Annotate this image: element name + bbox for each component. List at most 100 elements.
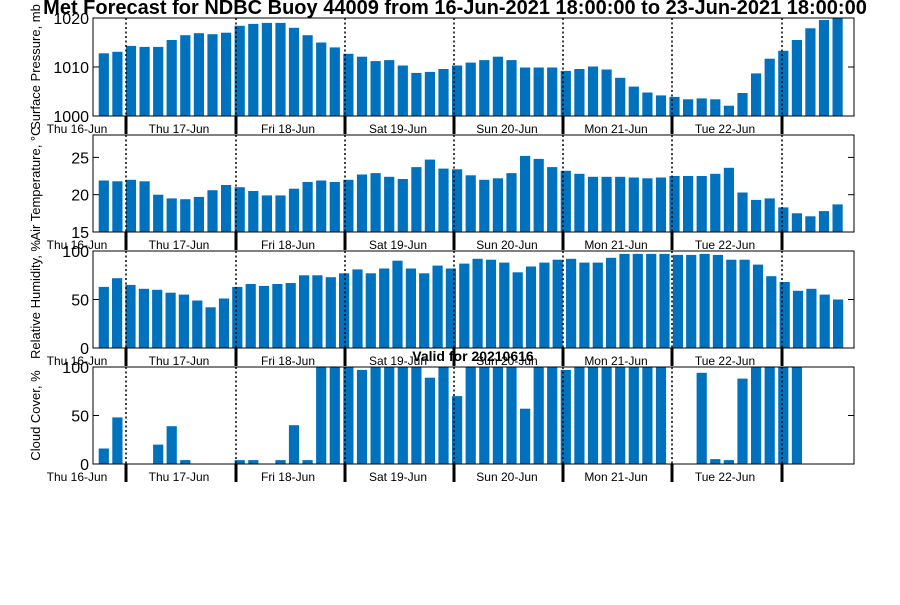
bar xyxy=(669,96,680,116)
bar xyxy=(316,42,327,116)
x-tick-label: Thu 16-Jun xyxy=(47,122,108,136)
bar xyxy=(248,191,259,232)
bar xyxy=(180,35,191,117)
bar xyxy=(379,268,390,348)
bar xyxy=(370,173,381,232)
bar xyxy=(778,207,789,232)
bar xyxy=(642,92,653,116)
bar xyxy=(138,288,149,348)
bar xyxy=(632,253,643,348)
panel-1: 1000 1010 1020 Thu 16-Jun Thu 17-Jun Fri 18-J… xyxy=(28,4,855,136)
bar xyxy=(432,265,443,348)
bar xyxy=(139,181,150,232)
bar xyxy=(587,367,599,464)
bar xyxy=(139,46,150,116)
bar xyxy=(258,285,270,348)
bar xyxy=(178,294,189,348)
bar xyxy=(587,176,599,232)
bar xyxy=(411,367,422,464)
bar xyxy=(438,168,449,232)
bar xyxy=(646,253,657,348)
bar xyxy=(424,377,435,464)
bar xyxy=(248,460,259,464)
y-axis-label: Cloud Cover, % xyxy=(28,370,43,461)
bar xyxy=(180,199,191,232)
bar xyxy=(779,282,790,348)
bar xyxy=(506,173,517,232)
bar xyxy=(419,273,430,348)
x-tick-label: Mon 21-Jun xyxy=(584,354,647,368)
bar xyxy=(833,299,844,348)
x-tick-label: Sun 20-Jun xyxy=(476,238,537,252)
bar xyxy=(560,369,571,464)
bar xyxy=(205,307,216,348)
bar xyxy=(492,56,503,116)
bar xyxy=(818,211,830,232)
bar xyxy=(445,268,456,348)
bar xyxy=(248,23,259,116)
bar xyxy=(533,158,544,232)
bar xyxy=(791,367,802,464)
bar xyxy=(601,69,612,116)
bar xyxy=(655,367,667,464)
x-tick-label: Thu 17-Jun xyxy=(149,238,210,252)
bar xyxy=(452,169,463,232)
bar xyxy=(726,259,737,348)
bar xyxy=(723,460,734,464)
bar xyxy=(112,417,123,464)
bar xyxy=(669,176,680,232)
bar xyxy=(806,288,817,348)
bar xyxy=(302,460,313,464)
bar xyxy=(392,260,403,348)
y-tick-label: 0 xyxy=(80,457,89,474)
bar xyxy=(696,176,707,232)
y-axis-label: Relative Humidity, % xyxy=(28,240,43,359)
bar xyxy=(601,367,612,464)
bar xyxy=(112,278,123,348)
bar xyxy=(272,284,283,348)
bar xyxy=(512,272,523,348)
bar xyxy=(628,177,639,232)
bar xyxy=(424,159,435,232)
bar xyxy=(723,167,734,232)
bar xyxy=(302,35,313,117)
bar xyxy=(492,367,503,464)
x-tick-label: Tue 22-Jun xyxy=(695,238,755,252)
bar xyxy=(343,179,354,232)
bar xyxy=(499,262,510,348)
bar xyxy=(737,378,748,464)
bar xyxy=(566,258,577,348)
bar xyxy=(552,259,563,348)
x-tick-label: Fri 18-Jun xyxy=(261,238,315,252)
bar xyxy=(832,204,843,232)
bar xyxy=(619,253,630,348)
bar xyxy=(234,25,245,116)
panel-2: 15 20 25 Thu 16-Jun Thu 17-Jun Fri 18-Jun Sat … xyxy=(28,126,855,252)
bar xyxy=(751,199,762,232)
bar xyxy=(459,263,470,348)
bar xyxy=(343,367,354,464)
bar xyxy=(316,180,327,232)
x-tick-label: Sat 19-Jun xyxy=(369,122,427,136)
bar xyxy=(352,269,363,348)
bar xyxy=(153,444,164,464)
x-tick-label: Thu 16-Jun xyxy=(47,354,108,368)
x-tick-label: Sun 20-Jun xyxy=(476,470,537,484)
bar xyxy=(98,53,109,116)
x-tick-label: Sat 19-Jun xyxy=(369,354,427,368)
bar xyxy=(752,264,764,348)
bar xyxy=(112,51,123,116)
bar xyxy=(356,174,368,232)
bar xyxy=(465,367,476,464)
bar xyxy=(261,195,272,232)
x-tick-label: Thu 17-Jun xyxy=(149,122,210,136)
bar xyxy=(533,367,544,464)
bar xyxy=(723,105,734,116)
x-tick-label: Mon 21-Jun xyxy=(584,470,647,484)
bar xyxy=(659,253,670,348)
bar xyxy=(710,459,721,464)
bar xyxy=(98,180,109,232)
bar xyxy=(655,177,667,232)
bar xyxy=(615,176,626,232)
